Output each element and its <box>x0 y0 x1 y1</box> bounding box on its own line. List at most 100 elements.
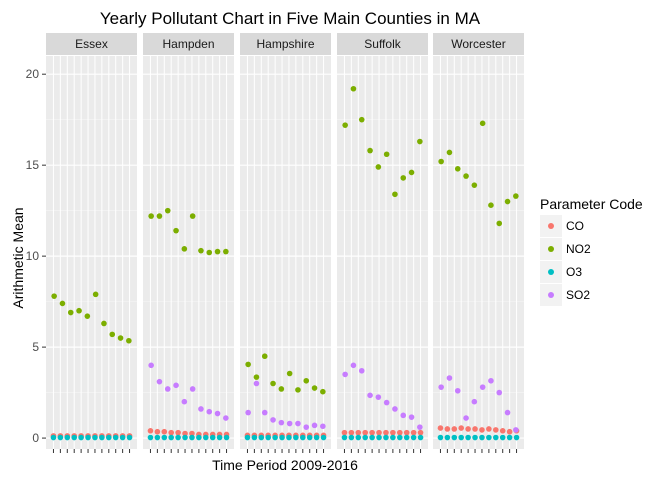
point-no2-worcester <box>513 193 519 199</box>
facet-strip <box>433 33 524 55</box>
point-o3-worcester <box>437 434 444 441</box>
point-so2-worcester <box>488 377 494 384</box>
point-no2-hampshire <box>253 374 260 380</box>
point-no2-essex <box>76 307 82 314</box>
point-no2-suffolk <box>375 164 382 170</box>
legend-swatch <box>548 223 554 229</box>
panel-hampden: Hampden <box>143 33 234 453</box>
point-no2-worcester <box>479 120 486 127</box>
legend-title: Parameter Code <box>540 196 643 212</box>
point-co-hampden <box>161 428 168 435</box>
point-co-suffolk <box>362 429 369 436</box>
legend: Parameter Code CO NO2 O3 SO2 <box>540 196 643 306</box>
point-o3-worcester <box>479 434 485 441</box>
point-so2-hampden <box>223 415 229 421</box>
y-tick-label: 10 <box>26 249 40 263</box>
point-co-suffolk <box>396 429 403 436</box>
point-o3-hampshire <box>320 434 327 441</box>
panel-background <box>337 56 428 449</box>
point-so2-hampden <box>198 406 204 412</box>
point-so2-worcester <box>479 384 486 390</box>
panel-essex: Essex <box>46 33 137 453</box>
point-o3-hampden <box>189 434 195 441</box>
point-o3-worcester <box>492 434 499 441</box>
point-o3-essex <box>64 434 71 441</box>
point-so2-suffolk <box>400 412 407 419</box>
legend-item-o3: O3 <box>540 261 582 283</box>
point-no2-hampden <box>214 248 221 255</box>
point-o3-hampden <box>168 434 175 441</box>
point-no2-suffolk <box>400 175 407 181</box>
point-o3-hampden <box>209 434 216 441</box>
point-o3-hampshire <box>244 434 251 441</box>
legend-item-so2: SO2 <box>540 284 590 306</box>
point-o3-worcester <box>472 434 478 441</box>
point-so2-worcester <box>513 427 519 433</box>
point-o3-essex <box>105 434 112 441</box>
point-so2-worcester <box>471 398 478 405</box>
point-so2-hampshire <box>261 409 268 416</box>
legend-label: NO2 <box>566 242 591 256</box>
point-no2-worcester <box>496 220 503 227</box>
y-axis-label: Arithmetic Mean <box>10 207 26 308</box>
point-no2-hampden <box>181 246 188 252</box>
point-co-hampden <box>175 429 181 436</box>
legend-swatch <box>548 292 554 298</box>
legend-label: O3 <box>566 265 582 279</box>
point-o3-suffolk <box>390 434 396 441</box>
point-no2-hampden <box>189 213 196 219</box>
point-co-worcester <box>451 426 458 432</box>
point-o3-essex <box>85 434 91 441</box>
point-so2-hampshire <box>303 424 310 430</box>
point-no2-hampshire <box>286 370 293 377</box>
point-co-worcester <box>465 426 471 432</box>
point-no2-hampden <box>198 247 204 254</box>
point-no2-worcester <box>438 158 444 165</box>
point-so2-suffolk <box>383 399 390 406</box>
point-co-worcester <box>437 425 444 431</box>
point-no2-essex <box>92 291 99 298</box>
point-o3-worcester <box>506 434 513 441</box>
point-o3-worcester <box>444 434 451 441</box>
point-co-suffolk <box>383 429 389 436</box>
point-no2-worcester <box>454 166 461 172</box>
point-o3-hampden <box>175 434 181 441</box>
legend-item-no2: NO2 <box>540 238 591 260</box>
chart-title: Yearly Pollutant Chart in Five Main Coun… <box>100 9 481 28</box>
point-no2-suffolk <box>417 138 423 145</box>
panel-background <box>240 56 331 449</box>
point-o3-hampden <box>161 434 168 441</box>
point-co-worcester <box>492 427 499 433</box>
point-so2-hampden <box>156 378 163 385</box>
point-so2-hampden <box>214 410 221 417</box>
point-o3-hampshire <box>299 434 306 441</box>
point-o3-hampshire <box>265 434 272 441</box>
point-no2-suffolk <box>408 169 415 176</box>
point-o3-hampden <box>147 434 154 441</box>
panel-hampshire: Hampshire <box>240 33 331 453</box>
point-o3-essex <box>126 434 133 441</box>
point-no2-hampshire <box>311 385 318 391</box>
point-no2-worcester <box>471 182 478 188</box>
panel-background <box>143 56 234 449</box>
facet-label: Essex <box>75 37 108 51</box>
point-no2-essex <box>67 309 74 316</box>
point-so2-hampshire <box>278 419 285 426</box>
point-no2-essex <box>84 313 91 319</box>
point-no2-hampshire <box>270 380 276 387</box>
point-o3-worcester <box>458 434 465 441</box>
facet-strip <box>143 33 234 55</box>
point-o3-essex <box>99 434 105 441</box>
point-so2-worcester <box>463 415 469 421</box>
point-no2-hampden <box>156 213 163 219</box>
point-o3-hampshire <box>313 434 320 441</box>
point-so2-suffolk <box>417 424 423 430</box>
y-tick-label: 20 <box>26 67 40 81</box>
point-o3-suffolk <box>376 434 382 441</box>
point-o3-suffolk <box>355 434 362 441</box>
point-no2-hampden <box>173 227 179 234</box>
point-co-suffolk <box>403 429 410 436</box>
point-no2-hampshire <box>320 388 326 395</box>
point-so2-suffolk <box>375 394 382 400</box>
panel-worcester: Worcester <box>433 33 524 453</box>
